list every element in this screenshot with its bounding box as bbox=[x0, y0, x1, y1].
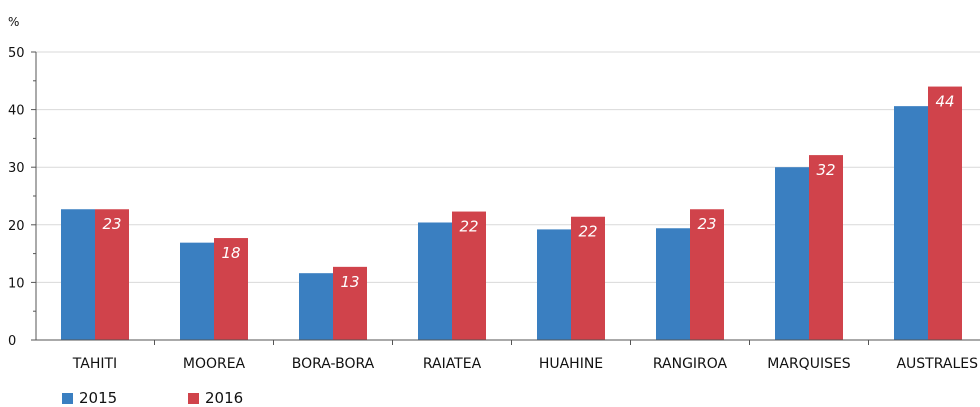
bar-2016-tahiti bbox=[95, 209, 129, 340]
bar-2015-bora-bora bbox=[299, 273, 333, 340]
bar-2015-moorea bbox=[180, 242, 214, 340]
y-tick-label-20: 20 bbox=[8, 219, 25, 234]
bar-2016-raiatea bbox=[452, 211, 486, 340]
category-label-bora-bora: BORA-BORA bbox=[292, 356, 375, 372]
data-labels: 23 18 13 22 22 23 32 44 bbox=[102, 93, 954, 291]
data-label-2016-raiatea: 22 bbox=[459, 218, 478, 236]
y-tick-label-50: 50 bbox=[8, 46, 25, 61]
category-labels: TAHITI MOOREA BORA-BORA RAIATEA HUAHINE RANGI… bbox=[72, 340, 978, 372]
bars bbox=[61, 86, 962, 340]
data-label-2016-rangiroa: 23 bbox=[697, 215, 716, 233]
y-tick-label-40: 40 bbox=[8, 104, 25, 119]
bar-2015-rangiroa bbox=[656, 228, 690, 340]
y-tick-label-30: 30 bbox=[8, 161, 25, 176]
legend: 2015 2016 bbox=[62, 389, 314, 407]
bar-2015-huahine bbox=[537, 229, 571, 340]
bar-2016-huahine bbox=[571, 216, 605, 340]
data-label-2016-australes: 44 bbox=[935, 93, 954, 111]
category-label-tahiti: TAHITI bbox=[72, 356, 117, 372]
y-tick-label-10: 10 bbox=[8, 276, 25, 291]
legend-label-2015: 2015 bbox=[79, 389, 118, 407]
category-label-marquises: MARQUISES bbox=[767, 356, 851, 372]
bar-2015-australes bbox=[894, 106, 928, 340]
legend-item-2016: 2016 bbox=[188, 389, 314, 407]
bar-2016-rangiroa bbox=[690, 209, 724, 340]
category-label-australes: AUSTRALES bbox=[896, 356, 978, 372]
bar-2016-moorea bbox=[214, 238, 248, 340]
legend-label-2016: 2016 bbox=[205, 389, 244, 407]
data-label-2016-huahine: 22 bbox=[578, 223, 597, 241]
y-tick-label-0: 0 bbox=[8, 334, 16, 349]
legend-swatch-2015 bbox=[62, 392, 73, 404]
bar-2015-tahiti bbox=[61, 209, 95, 340]
category-label-rangiroa: RANGIROA bbox=[653, 356, 728, 372]
y-axis-ticks: 0 10 20 30 40 50 bbox=[8, 46, 36, 349]
category-label-huahine: HUAHINE bbox=[539, 356, 603, 372]
bar-2016-australes bbox=[928, 86, 962, 340]
data-label-2016-moorea: 18 bbox=[221, 244, 240, 262]
legend-swatch-2016 bbox=[188, 392, 199, 404]
category-label-raiatea: RAIATEA bbox=[423, 356, 482, 372]
data-label-2016-tahiti: 23 bbox=[102, 215, 121, 233]
bar-2015-raiatea bbox=[418, 222, 452, 340]
data-label-2016-bora-bora: 13 bbox=[340, 273, 359, 291]
bar-2015-marquises bbox=[775, 167, 809, 340]
legend-item-2015: 2015 bbox=[62, 389, 188, 407]
category-label-moorea: MOOREA bbox=[183, 356, 246, 372]
bar-2016-bora-bora bbox=[333, 266, 367, 340]
y-axis-unit-label: % bbox=[8, 15, 19, 29]
bar-2016-marquises bbox=[809, 155, 843, 340]
data-label-2016-marquises: 32 bbox=[816, 161, 835, 179]
